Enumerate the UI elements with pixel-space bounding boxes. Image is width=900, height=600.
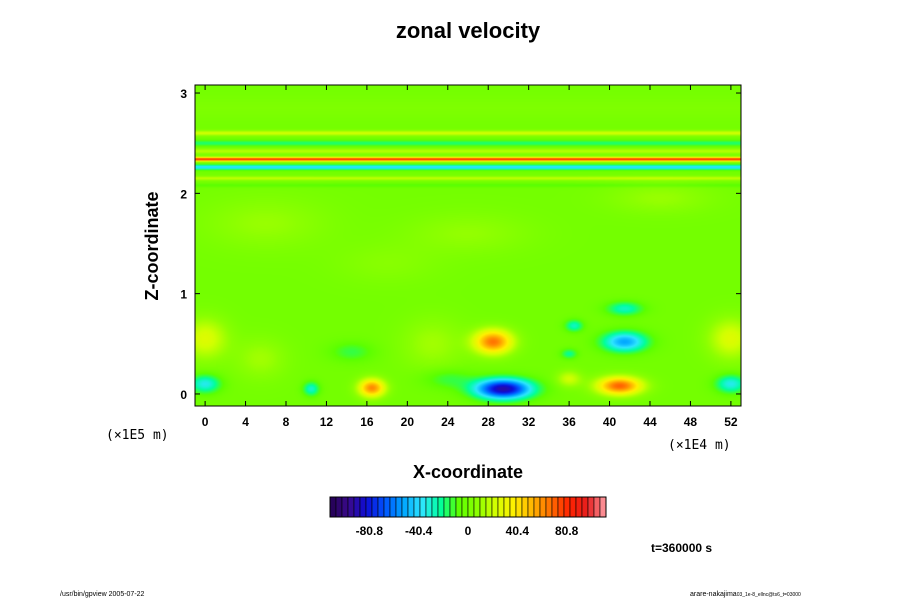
colorbar-tick-label: 40.4 xyxy=(506,524,530,538)
colorbar-cell xyxy=(335,496,343,518)
colorbar-tick-label: 80.8 xyxy=(555,524,579,538)
colorbar-cell xyxy=(395,496,403,518)
plot-frame xyxy=(194,84,742,407)
colorbar-cell xyxy=(443,496,451,518)
colorbar-cell xyxy=(437,496,445,518)
y-tick-label: 3 xyxy=(180,87,187,101)
colorbar-cell xyxy=(401,496,409,518)
colorbar-tick-label: -40.4 xyxy=(405,524,433,538)
colorbar-cell xyxy=(449,496,457,518)
footer-right: arare-nakajima03_1e-8_ellnc@ts6_t=03000 xyxy=(690,591,801,598)
colorbar-cell xyxy=(527,496,535,518)
x-axis-ticks: 0 4 8 12 16 20 24 28 32 36 40 44 48 52 xyxy=(202,85,738,429)
x-tick-label: 44 xyxy=(643,415,657,429)
colorbar-cell xyxy=(467,496,475,518)
colorbar-cell xyxy=(521,496,529,518)
colorbar-cell xyxy=(371,496,379,518)
colorbar-cell xyxy=(419,496,427,518)
colorbar-cell xyxy=(425,496,433,518)
x-tick-label: 32 xyxy=(522,415,536,429)
x-axis-label: X-coordinate xyxy=(413,462,523,482)
colorbar-cell xyxy=(497,496,505,518)
colorbar-cell xyxy=(383,496,391,518)
colorbar-cell xyxy=(455,496,463,518)
y-scale-note: (×1E5 m) xyxy=(106,428,169,443)
time-label: t=360000 s xyxy=(651,541,712,555)
y-axis-label: Z-coordinate xyxy=(142,191,162,300)
colorbar-cell xyxy=(359,496,367,518)
footer-left: /usr/bin/gpview 2005-07-22 xyxy=(60,591,145,598)
x-tick-label: 12 xyxy=(320,415,334,429)
colorbar-cell xyxy=(407,496,415,518)
colorbar-cell xyxy=(377,496,385,518)
colorbar-cell xyxy=(563,496,571,518)
colorbar-cell xyxy=(341,496,349,518)
x-tick-label: 48 xyxy=(684,415,698,429)
y-tick-label: 2 xyxy=(180,187,187,201)
colorbar-cell xyxy=(473,496,481,518)
colorbar-cell xyxy=(365,496,373,518)
colorbar-cell xyxy=(485,496,493,518)
colorbar-cell xyxy=(593,496,601,518)
x-tick-label: 20 xyxy=(401,415,415,429)
colorbar-cell xyxy=(479,496,487,518)
y-tick-label: 0 xyxy=(180,388,187,402)
footer-right-main: arare-nakajima xyxy=(690,591,737,598)
x-tick-label: 16 xyxy=(360,415,374,429)
colorbar-cell xyxy=(533,496,541,518)
colorbar-cell xyxy=(569,496,577,518)
colorbar: -80.8 -40.4 0 40.4 80.8 xyxy=(329,496,607,538)
x-tick-label: 8 xyxy=(283,415,290,429)
colorbar-cell xyxy=(515,496,523,518)
heatmap-field xyxy=(195,85,741,406)
x-tick-label: 24 xyxy=(441,415,455,429)
colorbar-cell xyxy=(431,496,439,518)
footer-right-sub: 03_1e-8_ellnc@ts6_t=03000 xyxy=(737,592,801,598)
colorbar-cell xyxy=(551,496,559,518)
colorbar-cell xyxy=(353,496,361,518)
x-tick-label: 40 xyxy=(603,415,617,429)
colorbar-cell xyxy=(545,496,553,518)
y-tick-label: 1 xyxy=(180,288,187,302)
colorbar-cell xyxy=(491,496,499,518)
colorbar-tick-label: 0 xyxy=(465,524,472,538)
colorbar-cell xyxy=(413,496,421,518)
colorbar-cell xyxy=(461,496,469,518)
colorbar-cell xyxy=(503,496,511,518)
colorbar-cell xyxy=(509,496,517,518)
colorbar-cell xyxy=(329,496,337,518)
x-tick-label: 52 xyxy=(724,415,738,429)
colorbar-ticks: -80.8 -40.4 0 40.4 80.8 xyxy=(356,524,579,538)
colorbar-cell xyxy=(389,496,397,518)
colorbar-cell xyxy=(599,496,607,518)
x-tick-label: 4 xyxy=(242,415,249,429)
x-tick-label: 36 xyxy=(562,415,576,429)
colorbar-tick-label: -80.8 xyxy=(356,524,384,538)
x-tick-label: 0 xyxy=(202,415,209,429)
x-scale-note: (×1E4 m) xyxy=(668,438,731,453)
colorbar-cell xyxy=(575,496,583,518)
colorbar-cell xyxy=(557,496,565,518)
chart-title: zonal velocity xyxy=(396,18,541,43)
colorbar-cell xyxy=(347,496,355,518)
y-axis-ticks: 0 1 2 3 xyxy=(180,87,741,402)
colorbar-cell xyxy=(539,496,547,518)
colorbar-cell xyxy=(581,496,589,518)
colorbar-frame xyxy=(329,496,607,518)
x-tick-label: 28 xyxy=(482,415,496,429)
colorbar-cell xyxy=(587,496,595,518)
